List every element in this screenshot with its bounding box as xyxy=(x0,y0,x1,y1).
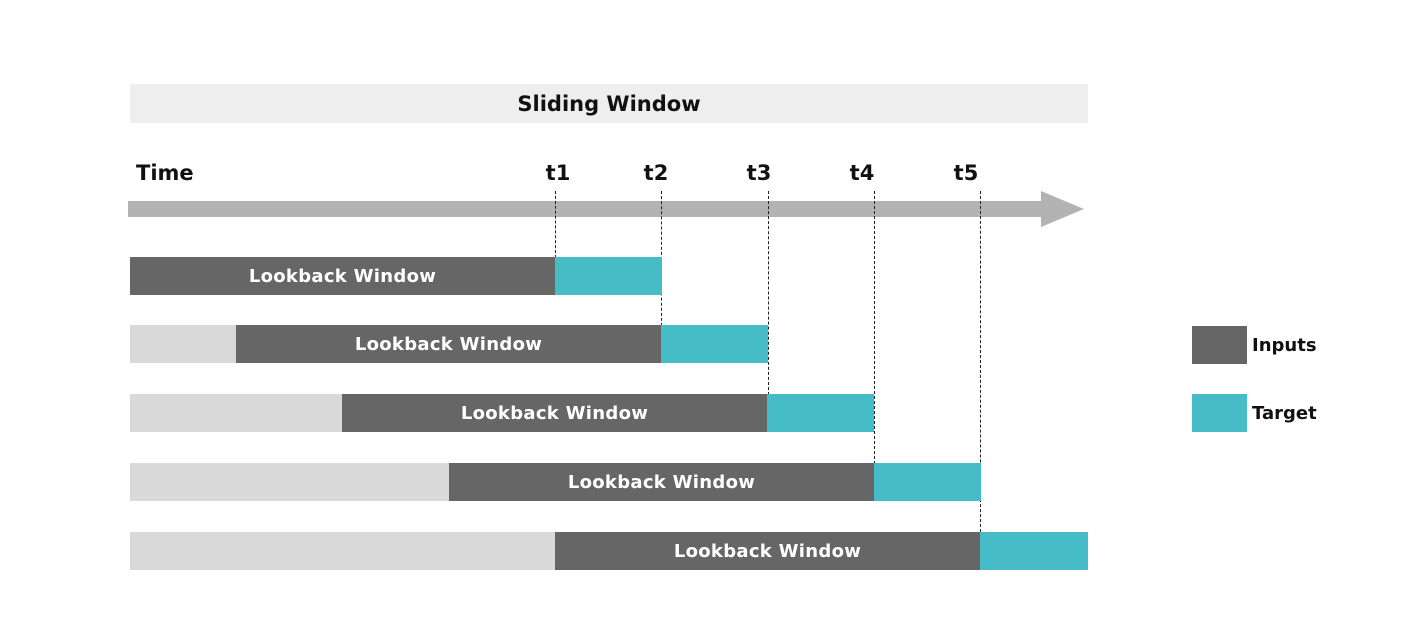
inputs-segment: Lookback Window xyxy=(555,532,980,570)
time-arrow-icon xyxy=(128,191,1084,227)
tick-label-t2: t2 xyxy=(643,161,669,185)
target-segment xyxy=(767,394,874,432)
diagram-title-bar: Sliding Window xyxy=(130,84,1088,123)
inputs-segment: Lookback Window xyxy=(342,394,767,432)
marker-line-t1 xyxy=(555,191,556,258)
target-segment xyxy=(661,325,768,363)
legend-item-target: Target xyxy=(1192,394,1317,432)
window-row-1: Lookback Window xyxy=(130,257,662,295)
inputs-segment: Lookback Window xyxy=(130,257,555,295)
window-row-3: Lookback Window xyxy=(130,394,874,432)
lookback-window-label: Lookback Window xyxy=(567,471,756,493)
legend-item-inputs: Inputs xyxy=(1192,326,1317,364)
marker-line-t3 xyxy=(768,191,769,395)
legend-label-inputs: Inputs xyxy=(1252,334,1317,356)
lookback-window-label: Lookback Window xyxy=(354,333,543,355)
legend-label-target: Target xyxy=(1252,402,1317,424)
padding-segment xyxy=(130,532,555,570)
target-segment xyxy=(980,532,1088,570)
window-row-4: Lookback Window xyxy=(130,463,981,501)
diagram-title: Sliding Window xyxy=(517,91,701,116)
lookback-window-label: Lookback Window xyxy=(673,540,862,562)
marker-line-t5 xyxy=(980,191,981,532)
legend-swatch-target xyxy=(1192,394,1247,432)
target-segment xyxy=(874,463,981,501)
padding-segment xyxy=(130,394,342,432)
lookback-window-label: Lookback Window xyxy=(460,402,649,424)
tick-label-t5: t5 xyxy=(953,161,979,185)
tick-label-t1: t1 xyxy=(545,161,571,185)
tick-label-t3: t3 xyxy=(746,161,772,185)
time-axis-label: Time xyxy=(136,161,194,185)
padding-segment xyxy=(130,463,449,501)
window-row-2: Lookback Window xyxy=(130,325,768,363)
tick-label-t4: t4 xyxy=(849,161,875,185)
marker-line-t4 xyxy=(874,191,875,464)
inputs-segment: Lookback Window xyxy=(236,325,661,363)
target-segment xyxy=(555,257,662,295)
legend-swatch-inputs xyxy=(1192,326,1247,364)
window-row-5: Lookback Window xyxy=(130,532,1088,570)
inputs-segment: Lookback Window xyxy=(449,463,874,501)
padding-segment xyxy=(130,325,236,363)
lookback-window-label: Lookback Window xyxy=(248,265,437,287)
